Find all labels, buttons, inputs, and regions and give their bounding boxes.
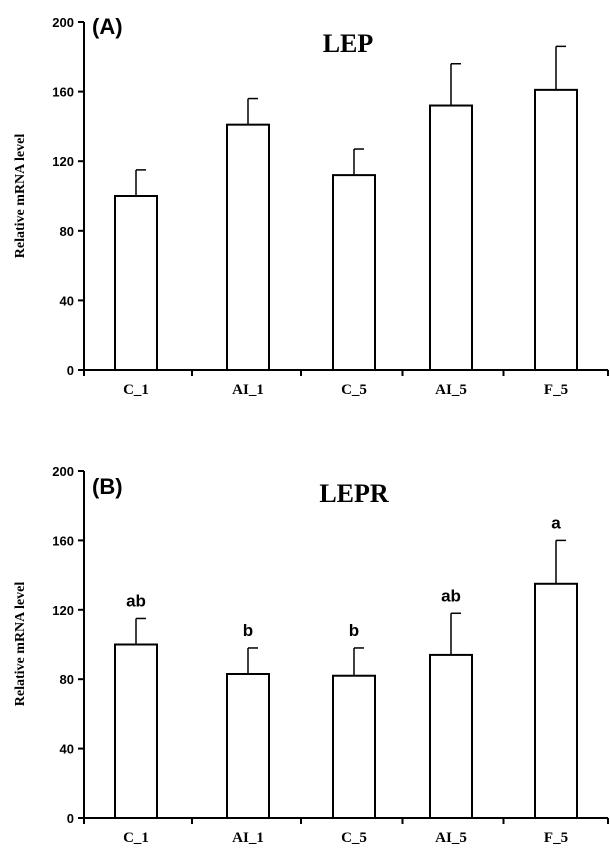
panel-label: (A)	[92, 14, 123, 39]
x-tick-label: C_5	[341, 830, 367, 846]
x-tick-label: C_5	[341, 382, 367, 398]
significance-label: b	[349, 621, 359, 640]
y-tick-label: 200	[52, 15, 74, 30]
bar-f-5	[534, 88, 578, 372]
bar-c-1	[114, 643, 158, 819]
significance-label: a	[551, 513, 561, 532]
x-tick-label: AI_1	[232, 830, 264, 846]
x-tick-label: C_1	[123, 382, 149, 398]
bar-c-5	[332, 674, 376, 819]
significance-label: b	[243, 621, 253, 640]
y-tick-label: 0	[67, 363, 74, 378]
y-tick-label: 200	[52, 464, 74, 479]
significance-label: ab	[126, 591, 146, 610]
x-tick-label: AI_5	[435, 830, 467, 846]
significance-label: ab	[441, 586, 461, 605]
x-tick-label: AI_1	[232, 382, 264, 398]
y-tick-label: 0	[67, 811, 74, 826]
bar-ai-1	[226, 672, 270, 819]
x-tick-label: F_5	[544, 830, 568, 846]
x-tick-label: C_1	[123, 830, 149, 846]
y-axis-label: Relative mRNA level	[13, 134, 28, 259]
x-tick-label: F_5	[544, 382, 568, 398]
y-axis-label: Relative mRNA level	[13, 582, 28, 707]
panel-label: (B)	[92, 474, 123, 499]
bar-ai-5	[429, 653, 473, 819]
bar-f-5	[534, 582, 578, 820]
bar-ai-5	[429, 104, 473, 372]
y-tick-label: 120	[52, 603, 74, 618]
y-tick-label: 80	[60, 672, 74, 687]
y-tick-label: 80	[60, 224, 74, 239]
bar-c-1	[114, 195, 158, 371]
x-tick-label: AI_5	[435, 382, 467, 398]
y-tick-label: 40	[60, 742, 74, 757]
y-tick-label: 160	[52, 533, 74, 548]
bar-c-5	[332, 174, 376, 371]
chart-title: LEP	[323, 29, 374, 58]
y-tick-label: 120	[52, 154, 74, 169]
chart-panel-a: 0 40 80 120 160 200 C_1 AI_1 C_5 AI_5 F_5 (A) LEP Rel…	[13, 14, 609, 398]
y-tick-label: 40	[60, 293, 74, 308]
chart-panel-b: 0 40 80 120 160 200 C_1 ab AI_1 b C_5 b AI_5 ab F_5 a (B…	[13, 464, 609, 846]
y-tick-label: 160	[52, 85, 74, 100]
chart-title: LEPR	[319, 479, 389, 508]
bar-ai-1	[226, 123, 270, 371]
